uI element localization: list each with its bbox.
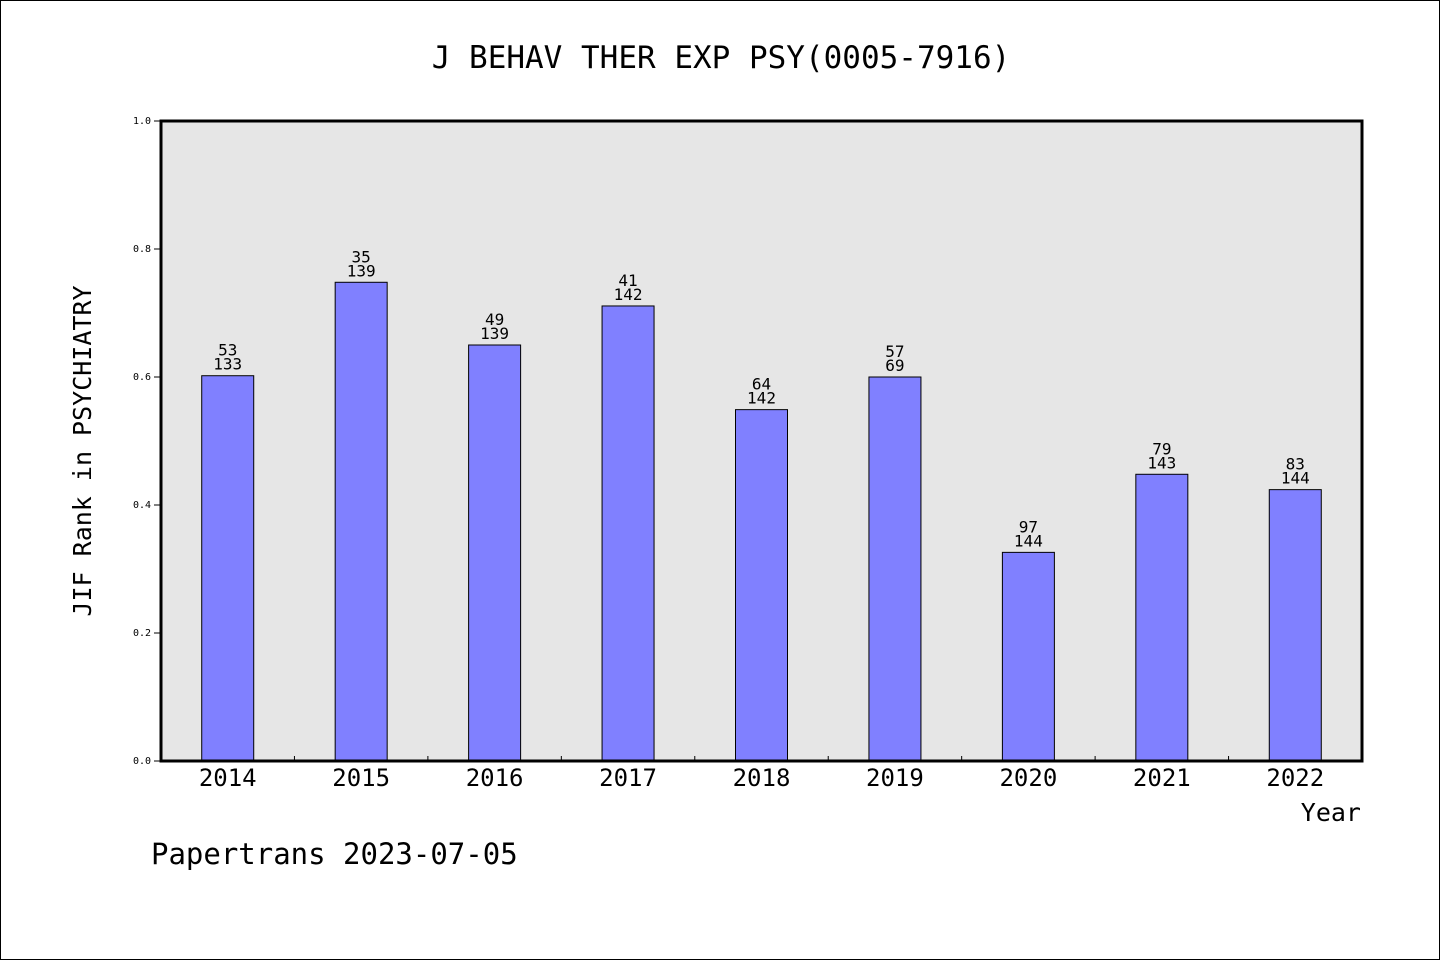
chart-title: J BEHAV THER EXP PSY(0005-7916)	[432, 40, 1011, 76]
y-tick-label-0.2: 0.2	[133, 628, 151, 639]
x-tick-label-2015: 2015	[332, 764, 390, 792]
bar-total-label-2014: 133	[213, 355, 242, 374]
bar-2018	[735, 409, 788, 762]
bar-2017	[601, 305, 655, 762]
y-tick-label-0.0: 0.0	[133, 756, 151, 767]
x-ticks-group: 2014 2015 2016 2017 2018 2019 2020 2021 2022	[199, 756, 1324, 792]
bar-2014	[201, 375, 255, 762]
bar-rank-label-2018: 64	[752, 375, 771, 394]
x-tick-label-2022: 2022	[1266, 764, 1324, 792]
bars-group	[201, 281, 1322, 762]
bar-rank-label-2015: 35	[352, 247, 371, 266]
bar-rank-label-2020: 97	[1019, 517, 1038, 536]
bar-rank-label-2017: 41	[618, 271, 637, 290]
bar-total-label-2018: 142	[747, 389, 776, 408]
y-tick-label-0.6: 0.6	[133, 372, 151, 383]
bar-total-label-2015: 139	[347, 261, 376, 280]
bar-2019	[868, 376, 922, 762]
y-tick-label-0.8: 0.8	[133, 244, 151, 255]
x-tick-label-2018: 2018	[733, 764, 791, 792]
x-tick-label-2021: 2021	[1133, 764, 1191, 792]
y-tick-label-1.0: 1.0	[133, 116, 151, 127]
x-tick-label-2017: 2017	[599, 764, 657, 792]
bar-rank-label-2014: 53	[218, 341, 237, 360]
bar-2021	[1135, 473, 1189, 762]
bar-total-label-2016: 139	[480, 324, 509, 343]
plot-border	[159, 119, 1364, 763]
bar-total-label-2017: 142	[614, 285, 643, 304]
x-tick-label-2019: 2019	[866, 764, 924, 792]
x-tick-label-2016: 2016	[466, 764, 524, 792]
x-tick-label-2020: 2020	[999, 764, 1057, 792]
y-axis-label: JIF Rank in PSYCHIATRY	[68, 285, 97, 616]
y-tick-label-0.4: 0.4	[133, 500, 151, 511]
footer-text: Papertrans 2023-07-05	[151, 837, 518, 871]
bar-2022	[1268, 489, 1322, 762]
bar-rank-label-2016: 49	[485, 310, 504, 329]
bar-rank-label-2022: 83	[1286, 455, 1305, 474]
bar-rank-label-2021: 79	[1152, 439, 1171, 458]
bar-total-label-2020: 144	[1014, 531, 1043, 550]
y-ticks-group: 0.0 0.2 0.4 0.6 0.8 1.0	[133, 116, 161, 767]
x-axis-label: Year	[1301, 798, 1361, 827]
bar-total-label-2022: 144	[1281, 469, 1310, 488]
bar-total-label-2019: 69	[885, 356, 904, 375]
bar-rank-label-2019: 57	[885, 342, 904, 361]
bar-2020	[1001, 551, 1055, 762]
bar-total-label-2021: 143	[1147, 453, 1176, 472]
bar-2016	[468, 344, 522, 762]
bar-2015	[334, 281, 388, 762]
x-tick-label-2014: 2014	[199, 764, 257, 792]
